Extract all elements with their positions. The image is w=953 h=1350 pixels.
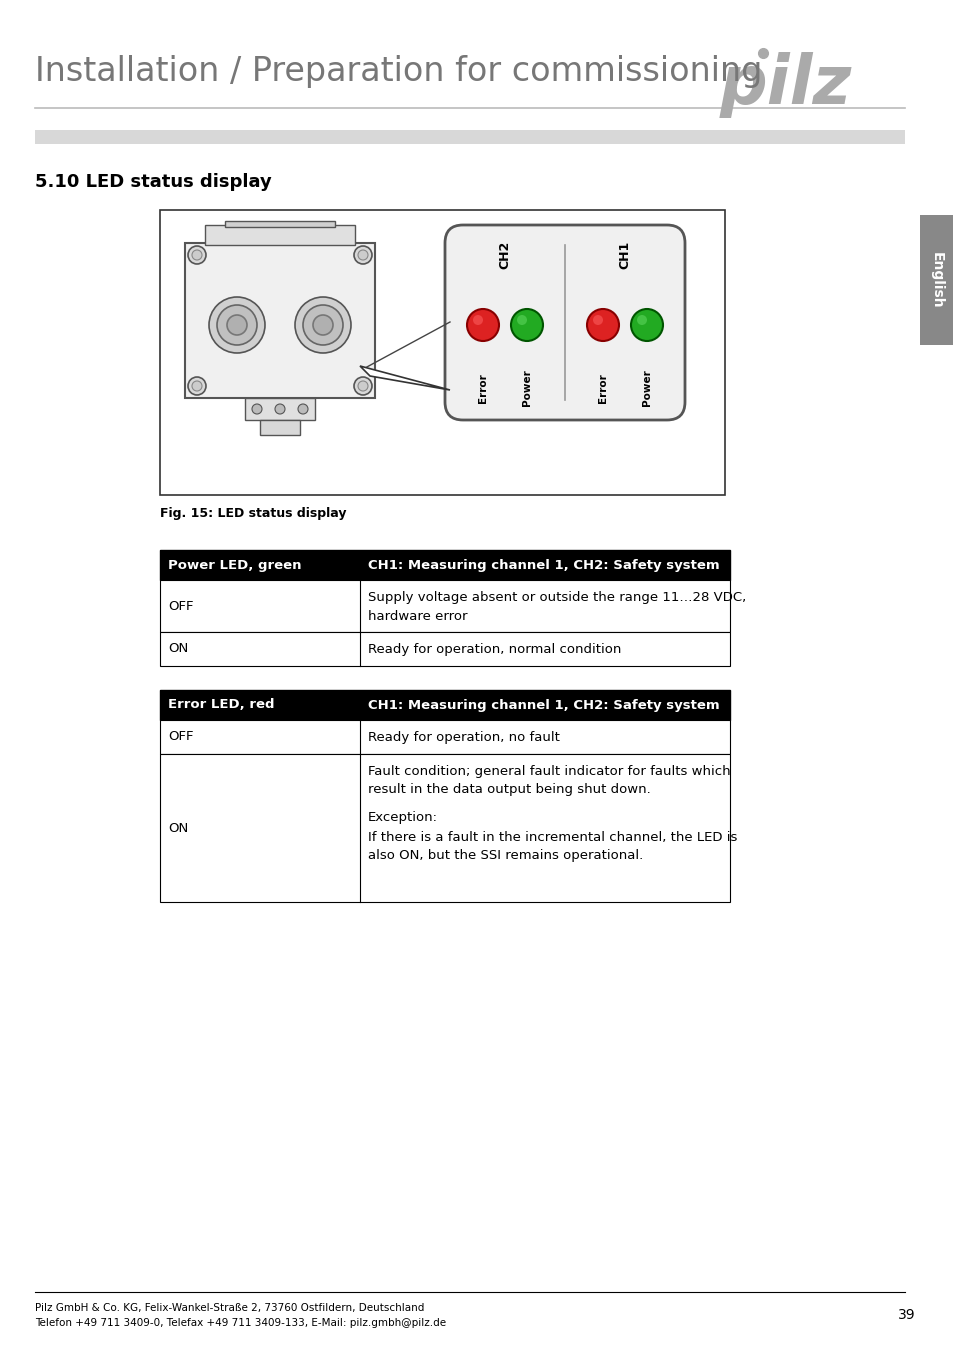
Text: If there is a fault in the incremental channel, the LED is: If there is a fault in the incremental c…	[368, 832, 737, 845]
Bar	[160, 690, 359, 720]
Circle shape	[252, 404, 262, 414]
Text: Error: Error	[598, 373, 607, 402]
Text: Telefon +49 711 3409-0, Telefax +49 711 3409-133, E-Mail: pilz.gmbh@pilz.de: Telefon +49 711 3409-0, Telefax +49 711 …	[35, 1318, 446, 1328]
Circle shape	[593, 315, 602, 325]
FancyBboxPatch shape	[444, 225, 684, 420]
Text: Power: Power	[521, 370, 532, 406]
Text: Supply voltage absent or outside the range 11…28 VDC,: Supply voltage absent or outside the ran…	[368, 591, 745, 605]
Text: Fig. 15: LED status display: Fig. 15: LED status display	[160, 506, 346, 520]
Text: Ready for operation, normal condition: Ready for operation, normal condition	[368, 643, 620, 656]
Circle shape	[354, 377, 372, 396]
Circle shape	[297, 404, 308, 414]
Text: Exception:: Exception:	[368, 811, 437, 825]
Circle shape	[473, 315, 482, 325]
Circle shape	[357, 250, 368, 261]
Text: ON: ON	[168, 643, 188, 656]
Bar	[260, 420, 299, 435]
Bar	[225, 221, 335, 227]
Text: Installation / Preparation for commissioning: Installation / Preparation for commissio…	[35, 55, 761, 89]
Circle shape	[357, 381, 368, 392]
Bar	[160, 549, 729, 580]
Circle shape	[630, 309, 662, 342]
Text: pilz: pilz	[720, 53, 851, 117]
Text: Error: Error	[477, 373, 488, 402]
Circle shape	[586, 309, 618, 342]
Text: OFF: OFF	[168, 730, 193, 744]
Bar	[160, 720, 729, 755]
Text: hardware error: hardware error	[368, 609, 467, 622]
Text: CH2: CH2	[498, 240, 511, 269]
Text: 5.10 LED status display: 5.10 LED status display	[35, 173, 272, 190]
Bar	[919, 215, 953, 346]
Circle shape	[637, 315, 646, 325]
Polygon shape	[359, 366, 450, 390]
Circle shape	[192, 250, 202, 261]
Bar	[160, 549, 359, 580]
Bar	[160, 755, 729, 902]
Circle shape	[354, 246, 372, 265]
Text: Error LED, red: Error LED, red	[168, 698, 274, 711]
Text: Pilz GmbH & Co. KG, Felix-Wankel-Straße 2, 73760 Ostfildern, Deutschland: Pilz GmbH & Co. KG, Felix-Wankel-Straße …	[35, 1303, 424, 1314]
Text: Power LED, green: Power LED, green	[168, 559, 301, 571]
Text: CH1: Measuring channel 1, CH2: Safety system: CH1: Measuring channel 1, CH2: Safety sy…	[368, 698, 719, 711]
Circle shape	[511, 309, 542, 342]
Circle shape	[274, 404, 285, 414]
Bar	[245, 398, 314, 420]
Circle shape	[209, 297, 265, 352]
Bar	[185, 243, 375, 398]
Text: 39: 39	[898, 1308, 915, 1322]
Bar	[35, 130, 904, 144]
Bar	[160, 580, 729, 632]
Text: also ON, but the SSI remains operational.: also ON, but the SSI remains operational…	[368, 849, 642, 863]
Circle shape	[216, 305, 256, 346]
Text: Ready for operation, no fault: Ready for operation, no fault	[368, 730, 559, 744]
Circle shape	[294, 297, 351, 352]
Circle shape	[303, 305, 343, 346]
Text: result in the data output being shut down.: result in the data output being shut dow…	[368, 783, 650, 796]
Circle shape	[467, 309, 498, 342]
Circle shape	[313, 315, 333, 335]
Text: English: English	[929, 251, 943, 308]
Circle shape	[227, 315, 247, 335]
Circle shape	[517, 315, 526, 325]
Bar	[160, 690, 729, 720]
Circle shape	[188, 246, 206, 265]
Circle shape	[192, 381, 202, 392]
Text: CH1: CH1	[618, 240, 631, 269]
Text: ON: ON	[168, 822, 188, 834]
Bar	[205, 225, 355, 244]
Text: Power: Power	[641, 370, 651, 406]
Text: CH1: Measuring channel 1, CH2: Safety system: CH1: Measuring channel 1, CH2: Safety sy…	[368, 559, 719, 571]
Text: OFF: OFF	[168, 599, 193, 613]
Bar	[160, 211, 724, 495]
Circle shape	[188, 377, 206, 396]
Bar	[160, 632, 729, 666]
Text: Fault condition; general fault indicator for faults which: Fault condition; general fault indicator…	[368, 765, 730, 779]
